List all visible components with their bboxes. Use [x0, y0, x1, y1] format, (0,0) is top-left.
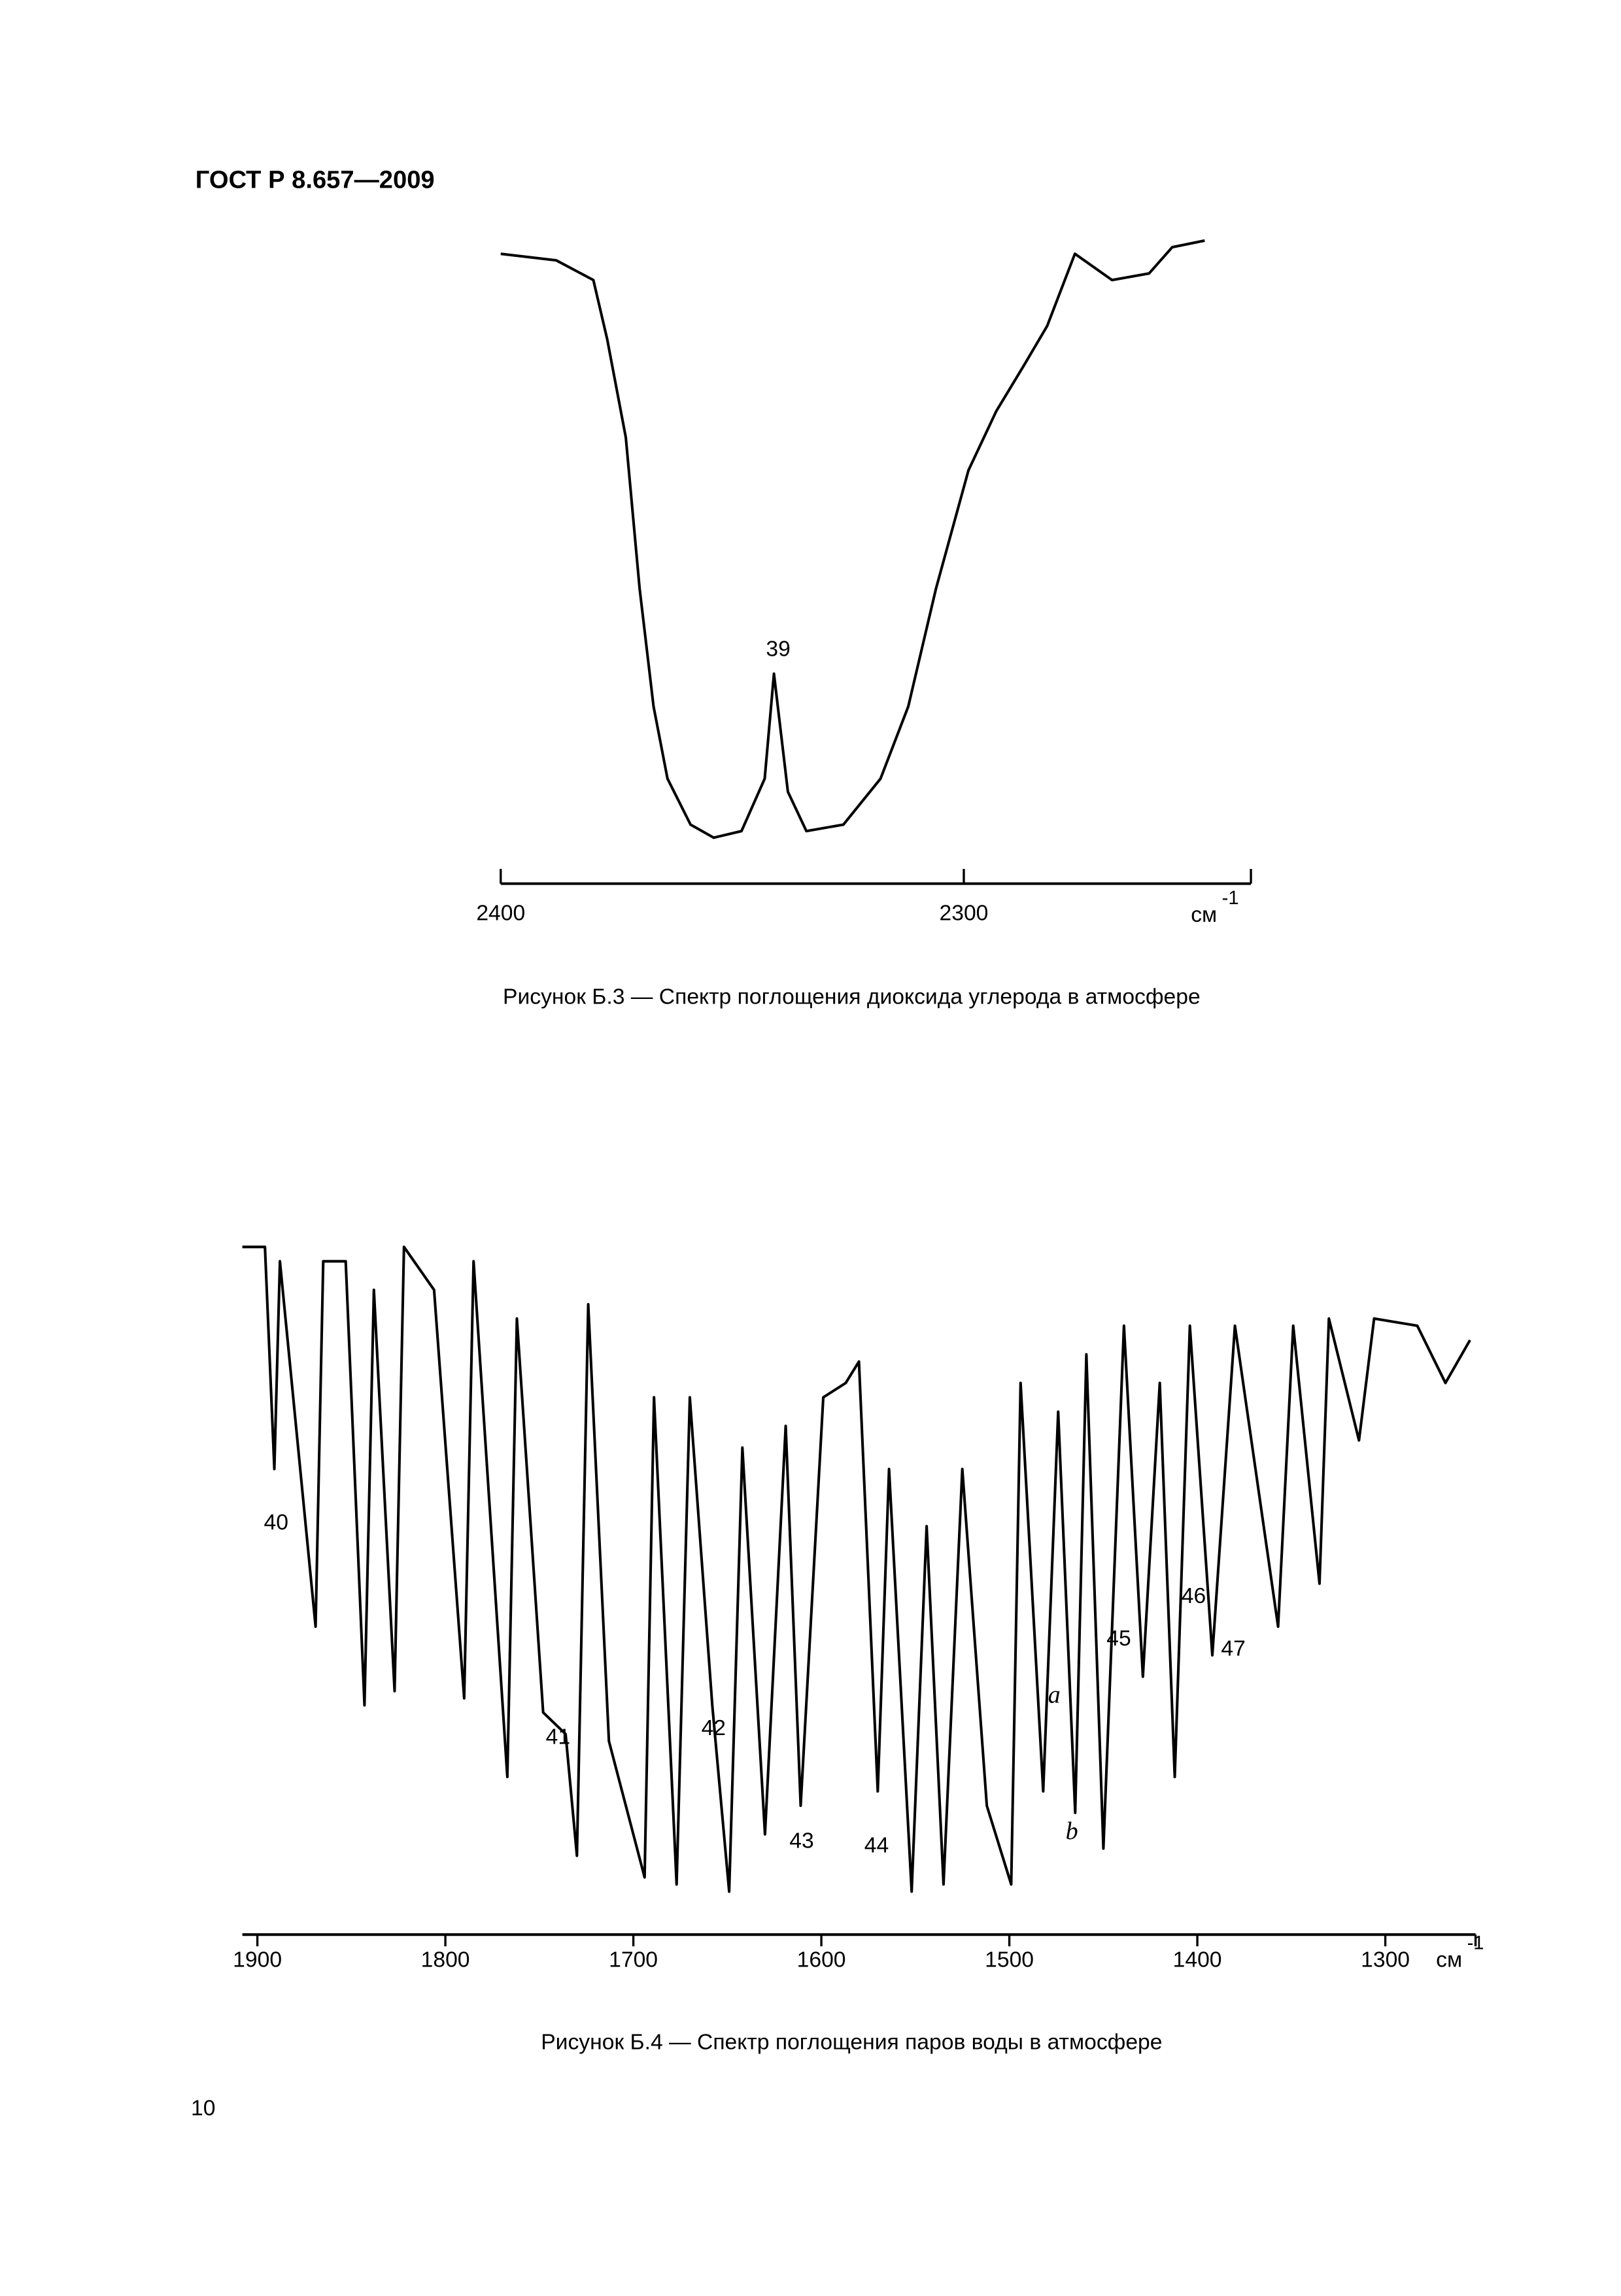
page-number: 10	[191, 2096, 215, 2120]
x-unit: см	[1191, 903, 1217, 927]
peak-annotation: b	[1066, 1817, 1078, 1845]
x-unit-exponent: -1	[1222, 888, 1239, 909]
spectrum-line	[242, 1245, 1471, 1893]
x-tick-label: 1800	[421, 1948, 470, 1972]
x-tick-label: 1400	[1173, 1948, 1222, 1972]
x-tick-label: 1500	[985, 1948, 1034, 1972]
figure-caption: Рисунок Б.4 — Спектр поглощения паров во…	[541, 2030, 1162, 2054]
x-tick-label: 2300	[940, 902, 989, 926]
x-tick-label: 1900	[233, 1948, 282, 1972]
x-tick-label: 1300	[1361, 1948, 1410, 1972]
peak-annotation: 44	[864, 1833, 889, 1857]
peak-annotation: 43	[789, 1829, 813, 1853]
peak-annotation: 40	[264, 1510, 288, 1534]
x-unit: см	[1436, 1948, 1462, 1972]
peak-annotation: 47	[1221, 1637, 1245, 1661]
header: ГОСТ Р 8.657—2009	[196, 165, 435, 194]
figure-caption: Рисунок Б.3 — Спектр поглощения диоксида…	[503, 985, 1201, 1009]
spectrum-line	[500, 239, 1205, 839]
peak-annotation: 41	[546, 1725, 570, 1749]
peak-annotation: 42	[702, 1716, 726, 1740]
peak-annotation: 46	[1182, 1584, 1206, 1608]
peak-annotation: a	[1048, 1681, 1061, 1708]
x-tick-label: 2400	[476, 902, 525, 926]
peak-annotation: 45	[1106, 1627, 1131, 1651]
x-unit-exponent: -1	[1467, 1933, 1484, 1954]
x-tick-label: 1700	[609, 1948, 658, 1972]
peak-annotation: 39	[766, 637, 790, 662]
x-tick-label: 1600	[797, 1948, 846, 1972]
